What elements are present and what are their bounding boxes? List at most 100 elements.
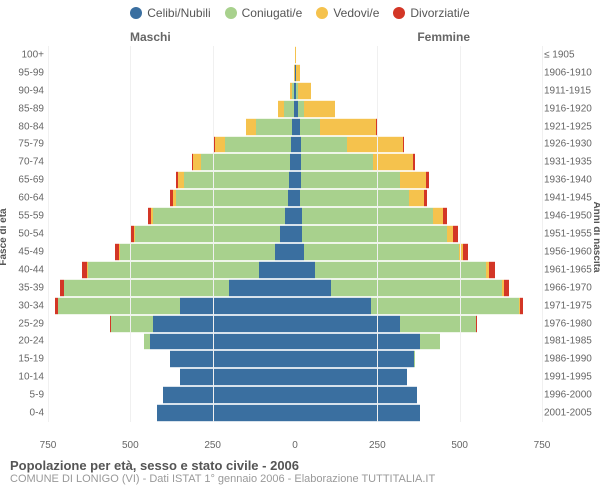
bar-seg-single [170,350,295,368]
female-side [295,315,542,333]
bar-seg-married [184,171,289,189]
legend-swatch [393,7,405,19]
x-tick: 500 [122,440,139,451]
female-side [295,404,542,422]
legend-label: Vedovi/e [333,6,379,20]
bar-seg-married [201,153,290,171]
age-label: 95-99 [4,67,44,78]
male-side [48,118,295,136]
population-pyramid: Maschi Femmine Fasce di età Anni di nasc… [0,22,600,452]
female-side [295,82,542,100]
male-side [48,333,295,351]
footer-subtitle: COMUNE DI LONIGO (VI) - Dati ISTAT 1° ge… [10,473,590,485]
bar-seg-single [150,333,295,351]
female-side [295,225,542,243]
male-side [48,46,295,64]
birth-label: 1921-1925 [544,121,598,132]
gridline [48,46,49,422]
male-side [48,261,295,279]
bar-seg-widowed [347,136,403,154]
age-row: 90-941911-1915 [48,82,542,100]
age-row: 25-291976-1980 [48,315,542,333]
female-side [295,118,542,136]
bar-seg-married [301,153,373,171]
bar-seg-single [157,404,295,422]
age-row: 20-241981-1985 [48,333,542,351]
age-label: 0-4 [4,408,44,419]
bar-seg-single [153,315,295,333]
male-side [48,386,295,404]
bar-seg-single [295,297,371,315]
female-side [295,386,542,404]
gridline [377,46,378,422]
bar-seg-single [280,225,295,243]
bar-seg-married [58,297,180,315]
age-row: 100+≤ 1905 [48,46,542,64]
bar-seg-married [302,207,434,225]
bar-seg-married [284,100,294,118]
legend-swatch [130,7,142,19]
age-label: 20-24 [4,336,44,347]
bar-seg-single [295,279,331,297]
female-side [295,189,542,207]
birth-label: 1926-1930 [544,139,598,150]
female-side [295,243,542,261]
bar-seg-widowed [400,171,426,189]
gridline [213,46,214,422]
bar-seg-single [163,386,295,404]
bar-seg-single [180,297,295,315]
birth-label: 1941-1945 [544,193,598,204]
bar-seg-married [256,118,292,136]
bar-seg-single [295,333,420,351]
bar-seg-widowed [433,207,443,225]
female-side [295,153,542,171]
male-side [48,100,295,118]
bar-seg-married [371,297,519,315]
x-tick: 0 [292,440,298,451]
bar-seg-married [176,189,288,207]
birth-label: 1931-1935 [544,157,598,168]
birth-label: 1951-1955 [544,229,598,240]
footer-title: Popolazione per età, sesso e stato civil… [10,458,590,473]
bar-seg-widowed [409,189,424,207]
age-label: 25-29 [4,318,44,329]
bar-seg-divorced [453,225,458,243]
birth-label: 1966-1970 [544,282,598,293]
bar-seg-married [64,279,229,297]
legend-swatch [225,7,237,19]
bar-seg-divorced [443,207,447,225]
female-side [295,279,542,297]
female-title: Femmine [417,30,470,44]
bar-seg-married [300,118,320,136]
birth-label: 1986-1990 [544,354,598,365]
age-row: 60-641941-1945 [48,189,542,207]
bar-seg-married [414,350,415,368]
bar-seg-married [111,315,154,333]
age-label: 35-39 [4,282,44,293]
legend-label: Coniugati/e [242,6,303,20]
bar-seg-married [304,243,459,261]
bar-seg-single [288,189,295,207]
male-side [48,171,295,189]
legend-item: Divorziati/e [393,6,469,20]
bar-seg-married [153,207,285,225]
age-row: 35-391966-1970 [48,279,542,297]
bar-seg-single [275,243,295,261]
female-side [295,100,542,118]
age-row: 75-791926-1930 [48,136,542,154]
gridline [130,46,131,422]
bar-seg-widowed [246,118,256,136]
age-row: 85-891916-1920 [48,100,542,118]
male-side [48,404,295,422]
bar-seg-married [144,333,151,351]
birth-label: 1961-1965 [544,264,598,275]
age-label: 50-54 [4,229,44,240]
birth-label: 1916-1920 [544,103,598,114]
male-side [48,368,295,386]
gridline [460,46,461,422]
x-tick: 750 [534,440,551,451]
bar-seg-divorced [489,261,495,279]
birth-label: 1911-1915 [544,85,598,96]
bar-seg-divorced [476,315,477,333]
age-label: 40-44 [4,264,44,275]
